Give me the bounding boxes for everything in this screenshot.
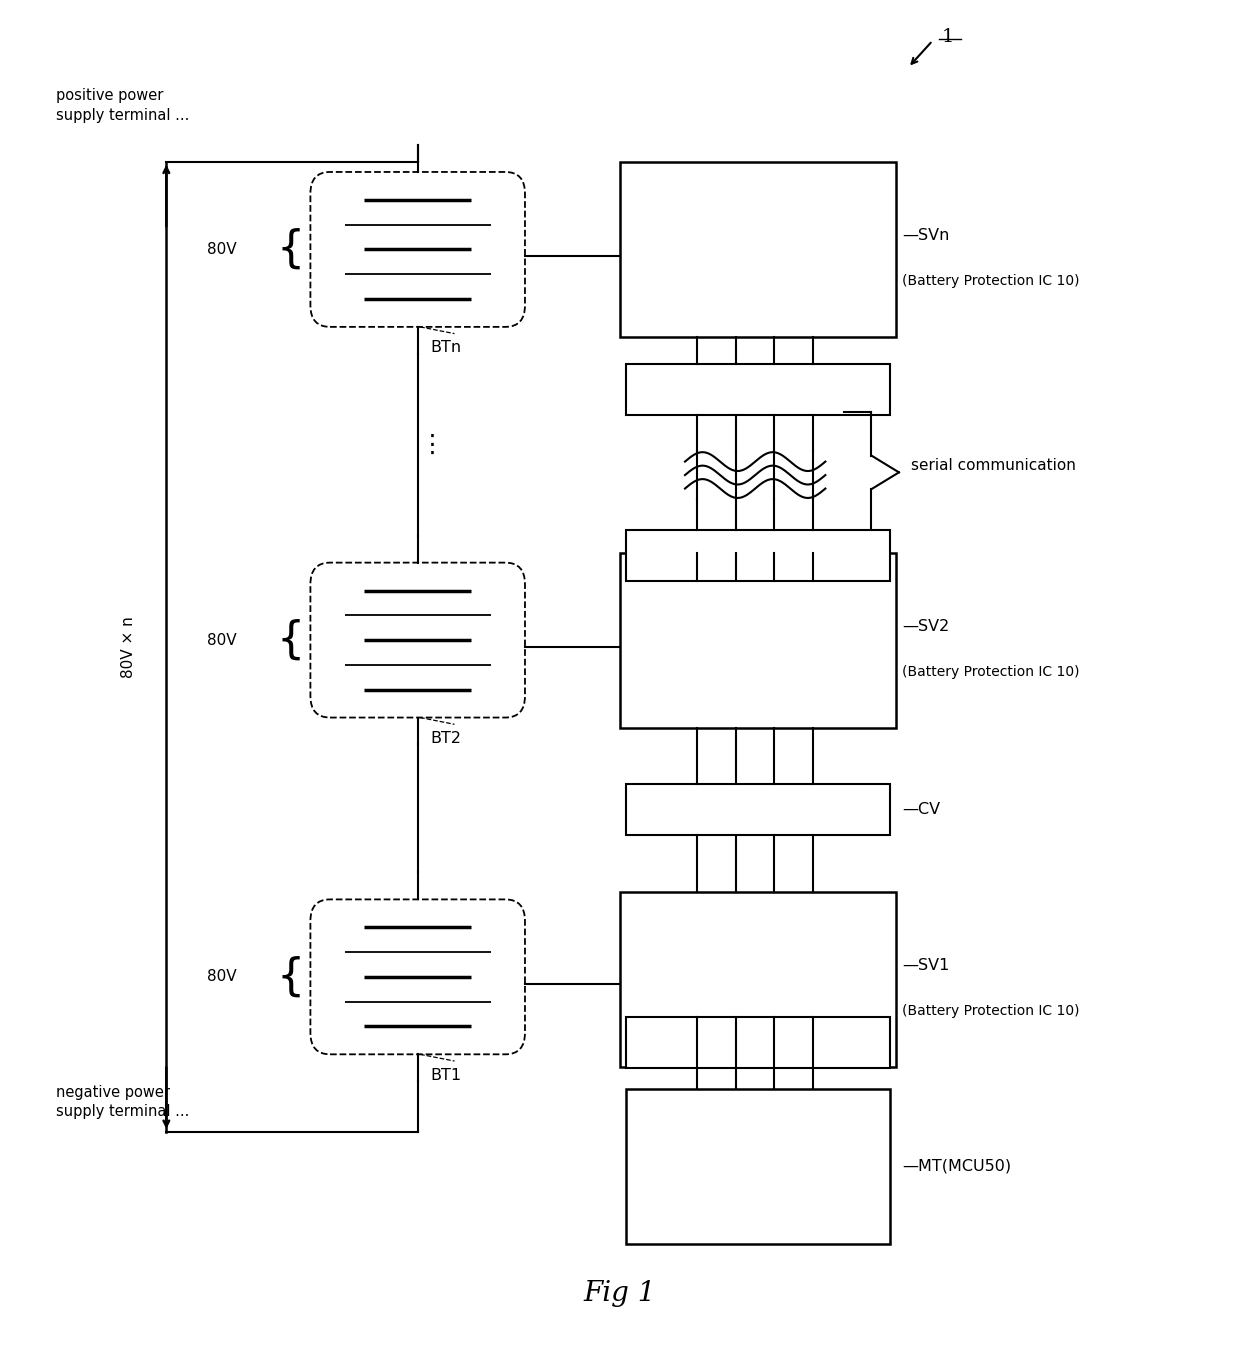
Text: BT2: BT2	[430, 731, 461, 746]
Text: Fig 1: Fig 1	[584, 1279, 656, 1307]
Text: positive power
supply terminal ...: positive power supply terminal ...	[56, 87, 190, 122]
Bar	[626, 363, 890, 415]
Bar	[620, 162, 895, 338]
Text: BTn: BTn	[430, 340, 461, 355]
Text: BT1: BT1	[430, 1068, 461, 1083]
FancyBboxPatch shape	[310, 171, 525, 327]
Text: {: {	[277, 227, 304, 271]
Text: (Battery Protection IC 10): (Battery Protection IC 10)	[901, 274, 1080, 289]
Bar	[626, 1017, 890, 1068]
Text: (Battery Protection IC 10): (Battery Protection IC 10)	[901, 1004, 1080, 1018]
Text: {: {	[277, 955, 304, 999]
Text: —SVn: —SVn	[901, 227, 950, 242]
Text: —MT(MCU50): —MT(MCU50)	[901, 1158, 1011, 1173]
Bar	[626, 1089, 890, 1244]
Text: 1: 1	[941, 27, 954, 45]
Text: serial communication: serial communication	[911, 459, 1076, 474]
Text: 80V: 80V	[207, 242, 237, 257]
Bar	[620, 553, 895, 728]
FancyBboxPatch shape	[310, 562, 525, 717]
Bar	[626, 784, 890, 836]
Text: —CV: —CV	[901, 803, 940, 818]
Text: 80V: 80V	[207, 969, 237, 984]
Bar	[626, 529, 890, 581]
Text: —SV2: —SV2	[901, 619, 950, 634]
Text: {: {	[277, 619, 304, 661]
FancyBboxPatch shape	[310, 900, 525, 1055]
Text: 80V: 80V	[207, 633, 237, 648]
Text: ⋮: ⋮	[420, 433, 445, 457]
Text: —SV1: —SV1	[901, 958, 950, 973]
Bar	[620, 891, 895, 1067]
Text: (Battery Protection IC 10): (Battery Protection IC 10)	[901, 664, 1080, 679]
Text: negative power
supply terminal ...: negative power supply terminal ...	[56, 1085, 190, 1120]
Text: 80V × n: 80V × n	[120, 617, 135, 678]
